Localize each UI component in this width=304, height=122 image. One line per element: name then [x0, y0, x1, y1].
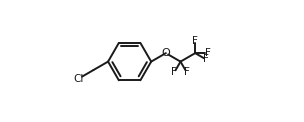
- Text: F: F: [171, 67, 177, 77]
- Text: F: F: [192, 36, 198, 46]
- Text: F: F: [203, 54, 209, 64]
- Text: F: F: [184, 67, 190, 77]
- Text: O: O: [161, 48, 170, 58]
- Text: Cl: Cl: [74, 74, 84, 84]
- Text: F: F: [205, 48, 210, 58]
